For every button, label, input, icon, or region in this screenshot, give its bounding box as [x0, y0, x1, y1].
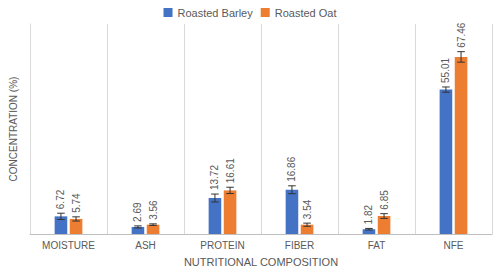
svg-text:FAT: FAT — [368, 240, 386, 251]
svg-text:1.82: 1.82 — [363, 205, 374, 225]
svg-text:Roasted Barley: Roasted Barley — [178, 7, 254, 19]
svg-text:2.69: 2.69 — [132, 202, 143, 222]
svg-text:3.56: 3.56 — [148, 200, 159, 220]
svg-text:NFE: NFE — [444, 240, 464, 251]
svg-text:PROTEIN: PROTEIN — [200, 240, 244, 251]
svg-text:6.72: 6.72 — [55, 189, 66, 209]
svg-text:13.72: 13.72 — [209, 165, 220, 190]
svg-text:16.61: 16.61 — [225, 158, 236, 183]
svg-text:3.54: 3.54 — [302, 199, 313, 219]
svg-text:5.74: 5.74 — [71, 193, 82, 213]
svg-text:6.85: 6.85 — [379, 190, 390, 210]
svg-text:FIBER: FIBER — [285, 240, 314, 251]
svg-text:55.01: 55.01 — [440, 58, 451, 83]
svg-text:CONCENTRATION (%): CONCENTRATION (%) — [8, 77, 19, 182]
svg-text:16.86: 16.86 — [286, 156, 297, 181]
svg-text:MOISTURE: MOISTURE — [42, 240, 95, 251]
svg-text:NUTRITIONAL COMPOSITION: NUTRITIONAL COMPOSITION — [184, 256, 338, 268]
svg-text:67.46: 67.46 — [456, 22, 467, 47]
svg-text:Roasted Oat: Roasted Oat — [275, 7, 337, 19]
svg-text:ASH: ASH — [135, 240, 156, 251]
